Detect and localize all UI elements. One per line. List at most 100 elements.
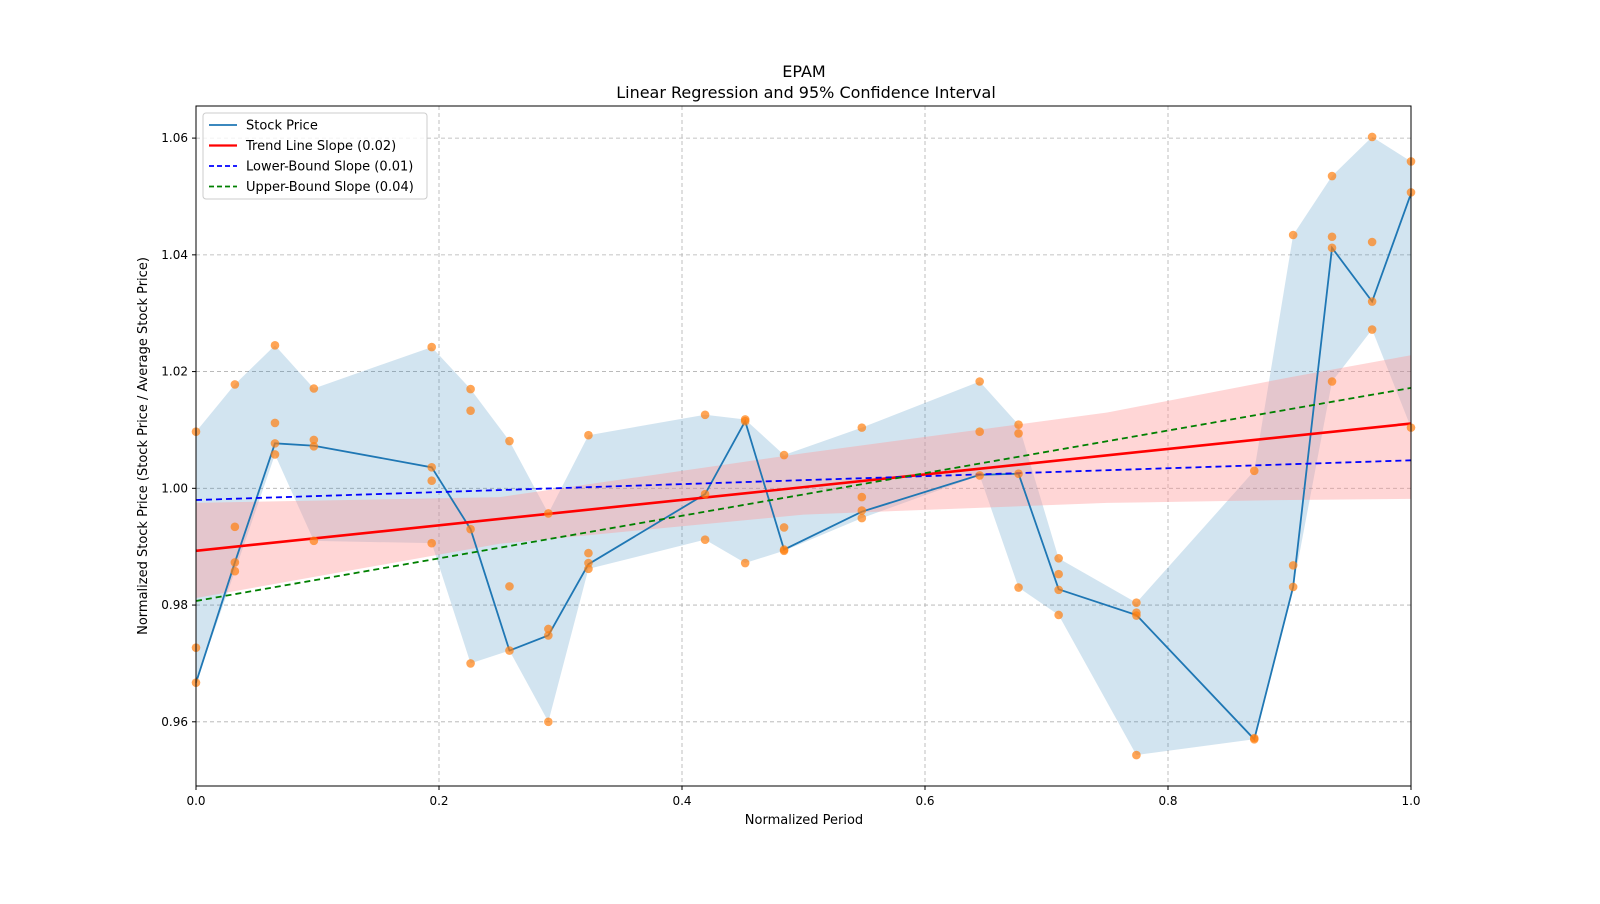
scatter-point: [1054, 585, 1063, 595]
scatter-point: [975, 427, 984, 436]
y-tick-label: 0.96: [161, 715, 188, 729]
scatter-point: [466, 384, 475, 394]
scatter-point: [1288, 561, 1298, 570]
lower-bound-line: [195, 459, 1412, 501]
scatter-point: [427, 463, 437, 472]
scatter-point: [1367, 132, 1377, 142]
chart-title: EPAM: [782, 62, 825, 81]
scatter-point: [1054, 610, 1063, 620]
scatter-point: [857, 513, 867, 523]
scatter-point: [544, 509, 553, 518]
scatter-point: [270, 341, 280, 350]
scatter-point: [230, 558, 240, 567]
scatter-point: [1288, 230, 1298, 240]
scatter-point: [309, 441, 319, 451]
scatter-point: [230, 566, 240, 576]
scatter-point: [857, 492, 867, 502]
scatter-point: [427, 342, 437, 352]
legend-label: Trend Line Slope (0.02): [245, 139, 396, 154]
lines: [195, 193, 1412, 742]
scatter-point: [1327, 171, 1337, 181]
price-range-band: [196, 136, 1411, 756]
scatter-point: [740, 416, 750, 426]
scatter-point: [230, 380, 240, 389]
chart-subtitle: Linear Regression and 95% Confidence Int…: [616, 83, 996, 102]
scatter-point: [975, 377, 984, 386]
y-axis-label: Normalized Stock Price (Stock Price / Av…: [136, 257, 151, 635]
scatter-point: [700, 535, 710, 544]
scatter-point: [505, 582, 514, 591]
y-tick-label: 1.02: [161, 365, 188, 379]
scatter-point: [1014, 469, 1023, 479]
scatter-point: [1249, 735, 1259, 744]
scatter-point: [1367, 297, 1377, 306]
scatter-point: [505, 646, 514, 655]
scatter-point: [1288, 582, 1298, 592]
scatter-point: [1367, 237, 1377, 247]
scatter-point: [975, 471, 984, 480]
scatter-point: [505, 436, 514, 446]
scatter-point: [779, 546, 789, 556]
scatter-point: [427, 538, 437, 548]
scatter-point: [779, 450, 789, 460]
legend: Stock Price Trend Line Slope (0.02) Lower-…: [202, 112, 428, 200]
scatter-point: [1014, 429, 1023, 438]
scatter-point: [1249, 466, 1259, 476]
confidence-band: [196, 355, 1411, 599]
scatter-point: [466, 406, 475, 415]
scatter-point: [700, 489, 710, 499]
scatter-point: [1327, 377, 1337, 386]
scatter-point: [700, 410, 710, 420]
scatter-point: [584, 564, 593, 574]
plot-frame: [195, 105, 1412, 787]
scatter-point: [309, 536, 319, 546]
x-axis-label: Normalized Period: [745, 813, 863, 828]
scatter-point: [1132, 750, 1141, 760]
scatter-point: [309, 384, 319, 393]
scatter-point: [270, 450, 280, 459]
bands: [196, 136, 1411, 756]
scatter-point: [270, 418, 280, 428]
y-tick-label: 1.06: [161, 131, 188, 145]
scatter-point: [466, 524, 475, 534]
legend-label: Upper-Bound Slope (0.04): [246, 180, 414, 195]
legend-label: Lower-Bound Slope (0.01): [246, 160, 413, 175]
scatter-point: [857, 423, 867, 432]
upper-bound-line: [195, 387, 1412, 602]
scatter-point: [1327, 232, 1337, 242]
scatter-point: [1054, 569, 1063, 579]
legend-box: [202, 112, 428, 200]
scatter-point: [779, 523, 789, 532]
scatter-point: [1014, 420, 1023, 429]
scatter-point: [270, 439, 280, 448]
scatter-point: [427, 476, 437, 486]
scatter-points: [191, 132, 1416, 760]
x-tick-label: 0.2: [429, 794, 448, 808]
scatter-point: [1132, 611, 1141, 620]
scatter-point: [740, 558, 750, 568]
y-tick-label: 1.04: [161, 248, 188, 262]
x-tick-label: 0.4: [672, 794, 691, 808]
scatter-point: [544, 624, 553, 634]
stock-price-line: [195, 193, 1412, 742]
scatter-point: [544, 631, 553, 640]
scatter-point: [1132, 598, 1141, 608]
legend-label: Stock Price: [246, 119, 318, 134]
x-tick-label: 1.0: [1401, 794, 1420, 808]
scatter-point: [1367, 325, 1377, 334]
scatter-point: [230, 522, 240, 532]
x-tick-label: 0.0: [186, 794, 205, 808]
x-tick-label: 0.6: [915, 794, 934, 808]
scatter-point: [466, 659, 475, 668]
x-tick-label: 0.8: [1158, 794, 1177, 808]
y-tick-label: 1.00: [161, 481, 188, 495]
scatter-point: [309, 435, 319, 445]
scatter-point: [584, 548, 593, 558]
trend-line: [195, 422, 1412, 553]
scatter-point: [584, 430, 593, 440]
scatter-point: [1014, 583, 1023, 592]
y-tick-label: 0.98: [161, 598, 188, 612]
scatter-point: [1327, 243, 1337, 253]
ticks: 0.0 0.2 0.4 0.6 0.8 1.0 0.96 0.98 1.00 1.02 1.04 1.…: [161, 131, 1420, 808]
